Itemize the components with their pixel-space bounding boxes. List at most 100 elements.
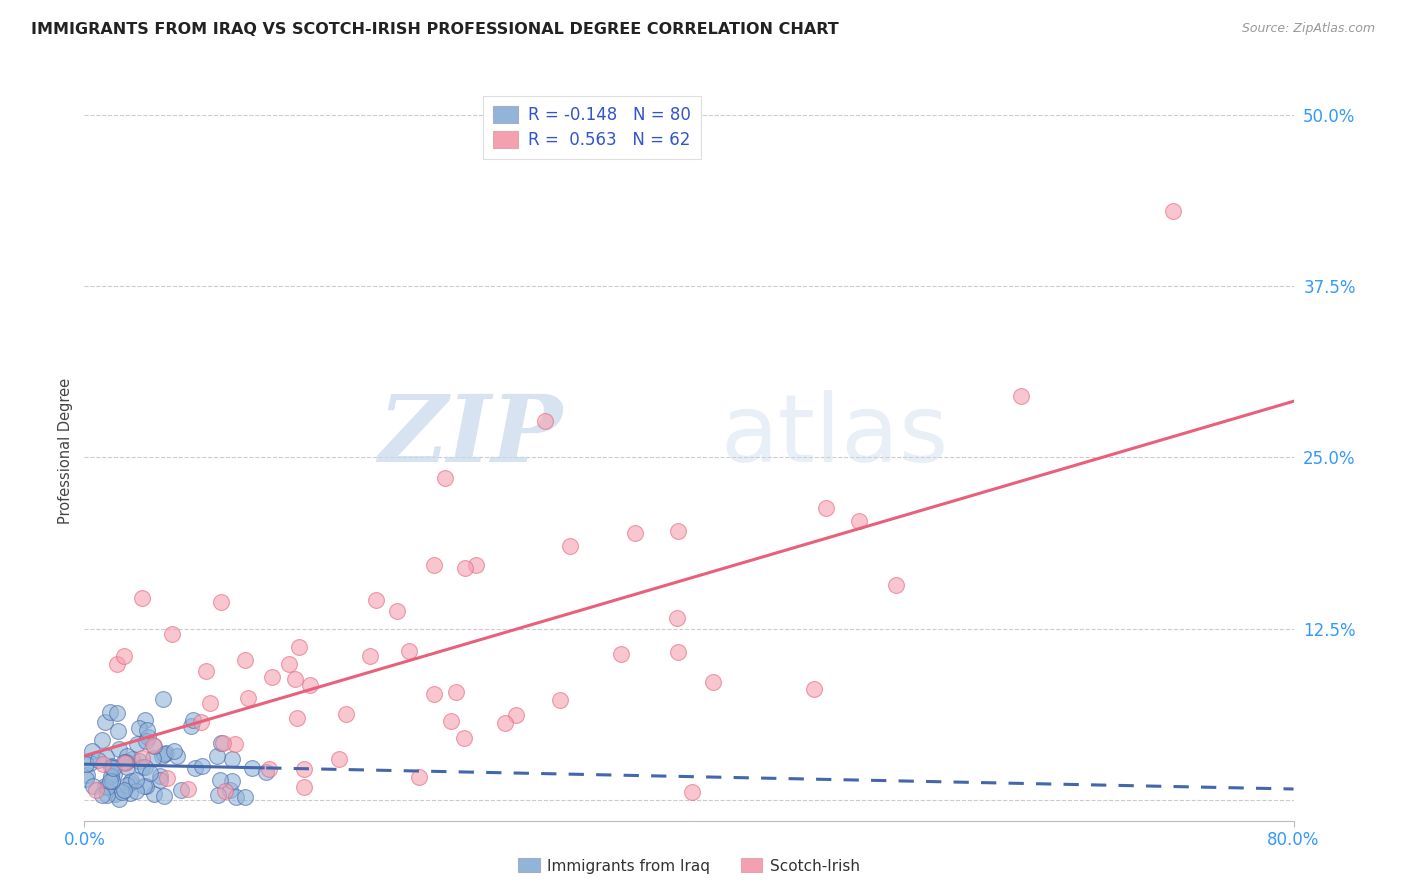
Point xyxy=(257,762,280,776)
Point xyxy=(105,657,128,671)
Point xyxy=(398,644,420,658)
Point xyxy=(387,604,409,618)
Point xyxy=(112,783,135,797)
Point xyxy=(233,653,256,667)
Point xyxy=(814,500,837,515)
Point xyxy=(288,640,311,655)
Point xyxy=(444,684,467,698)
Point xyxy=(209,736,232,750)
Point xyxy=(534,414,557,428)
Point xyxy=(176,781,198,796)
Point xyxy=(207,788,229,802)
Point xyxy=(98,774,121,789)
Point xyxy=(225,789,247,804)
Point xyxy=(423,687,446,701)
Point xyxy=(494,715,516,730)
Point xyxy=(101,759,124,773)
Point xyxy=(120,773,142,788)
Point xyxy=(364,593,387,607)
Point xyxy=(221,752,243,766)
Point xyxy=(108,742,131,756)
Point xyxy=(666,611,689,625)
Point xyxy=(212,735,235,749)
Point xyxy=(80,744,103,758)
Point xyxy=(610,647,633,661)
Point xyxy=(195,664,218,678)
Point xyxy=(114,756,136,770)
Point xyxy=(91,756,114,771)
Point xyxy=(242,761,264,775)
Point xyxy=(135,779,157,793)
Point xyxy=(149,772,172,787)
Point xyxy=(1011,389,1033,403)
Text: atlas: atlas xyxy=(720,390,948,482)
Point xyxy=(668,524,690,539)
Point xyxy=(152,691,174,706)
Point xyxy=(423,558,446,572)
Point xyxy=(125,772,148,787)
Text: IMMIGRANTS FROM IRAQ VS SCOTCH-IRISH PROFESSIONAL DEGREE CORRELATION CHART: IMMIGRANTS FROM IRAQ VS SCOTCH-IRISH PRO… xyxy=(31,22,839,37)
Point xyxy=(328,752,350,766)
Point xyxy=(548,693,571,707)
Point xyxy=(112,755,135,769)
Point xyxy=(155,746,177,760)
Point xyxy=(668,645,690,659)
Point xyxy=(75,757,97,772)
Point xyxy=(86,782,108,797)
Point xyxy=(624,526,647,541)
Point xyxy=(209,772,232,787)
Point xyxy=(107,723,129,738)
Point xyxy=(453,731,475,746)
Point xyxy=(128,754,150,768)
Point xyxy=(142,738,165,752)
Point xyxy=(115,760,138,774)
Point xyxy=(114,756,136,770)
Point xyxy=(1161,203,1184,218)
Point xyxy=(209,595,232,609)
Point xyxy=(134,713,156,727)
Point xyxy=(260,670,283,684)
Point xyxy=(180,719,202,733)
Point xyxy=(121,752,143,766)
Point xyxy=(681,784,703,798)
Point xyxy=(335,706,357,721)
Point xyxy=(233,789,256,804)
Point xyxy=(254,764,277,779)
Point xyxy=(803,682,825,697)
Point xyxy=(118,786,141,800)
Point xyxy=(134,760,156,774)
Point xyxy=(160,626,183,640)
Point xyxy=(190,715,212,730)
Legend: Immigrants from Iraq, Scotch-Irish: Immigrants from Iraq, Scotch-Irish xyxy=(512,853,866,880)
Point xyxy=(454,561,477,575)
Point xyxy=(292,762,315,776)
Point xyxy=(127,737,149,751)
Point xyxy=(136,730,159,744)
Point xyxy=(560,539,582,553)
Point xyxy=(112,649,135,664)
Point xyxy=(205,749,228,764)
Point xyxy=(125,784,148,798)
Point xyxy=(101,761,124,775)
Point xyxy=(131,591,153,605)
Y-axis label: Professional Degree: Professional Degree xyxy=(58,377,73,524)
Point xyxy=(153,747,176,761)
Point xyxy=(277,657,299,671)
Point xyxy=(236,691,259,706)
Point xyxy=(100,773,122,788)
Point xyxy=(702,675,724,690)
Point xyxy=(90,733,112,747)
Point xyxy=(221,773,243,788)
Point xyxy=(87,753,110,767)
Point xyxy=(115,778,138,792)
Point xyxy=(440,714,463,728)
Point xyxy=(75,772,97,786)
Point xyxy=(111,784,134,798)
Point xyxy=(115,748,138,763)
Point xyxy=(284,672,307,686)
Point xyxy=(200,696,222,710)
Point xyxy=(884,578,907,592)
Point xyxy=(299,678,322,692)
Point xyxy=(100,760,122,774)
Point xyxy=(285,711,308,725)
